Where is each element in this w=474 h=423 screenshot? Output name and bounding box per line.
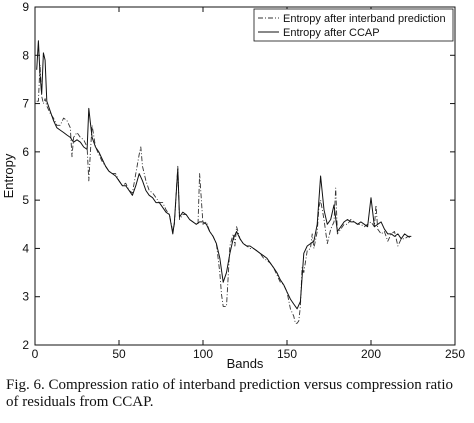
y-axis-label: Entropy: [1, 153, 16, 198]
y-tick-label: 6: [22, 145, 29, 159]
y-tick-label: 3: [22, 290, 29, 304]
x-tick-label: 0: [32, 347, 39, 361]
x-tick-label: 200: [361, 347, 381, 361]
legend-label-ccap: Entropy after CCAP: [283, 27, 380, 39]
figure-caption: Fig. 6. Compression ratio of interband p…: [6, 377, 454, 410]
x-tick-label: 250: [445, 347, 465, 361]
y-tick-label: 7: [22, 97, 29, 111]
y-tick-label: 2: [22, 338, 29, 352]
y-tick-label: 8: [22, 48, 29, 62]
plot-frame: [34, 6, 456, 346]
series-line-ccap: [36, 40, 412, 310]
legend-box: [253, 8, 454, 42]
series-line-interband: [36, 64, 412, 324]
legend: Entropy after interband prediction Entro…: [253, 8, 454, 42]
x-tick-label: 100: [193, 347, 213, 361]
x-axis-label: Bands: [227, 356, 264, 371]
legend-label-interband: Entropy after interband prediction: [283, 13, 446, 25]
y-tick-label: 4: [22, 241, 29, 255]
x-tick-label: 50: [112, 347, 126, 361]
x-tick-label: 150: [277, 347, 297, 361]
y-tick-label: 5: [22, 193, 29, 207]
y-tick-label: 9: [22, 0, 29, 14]
